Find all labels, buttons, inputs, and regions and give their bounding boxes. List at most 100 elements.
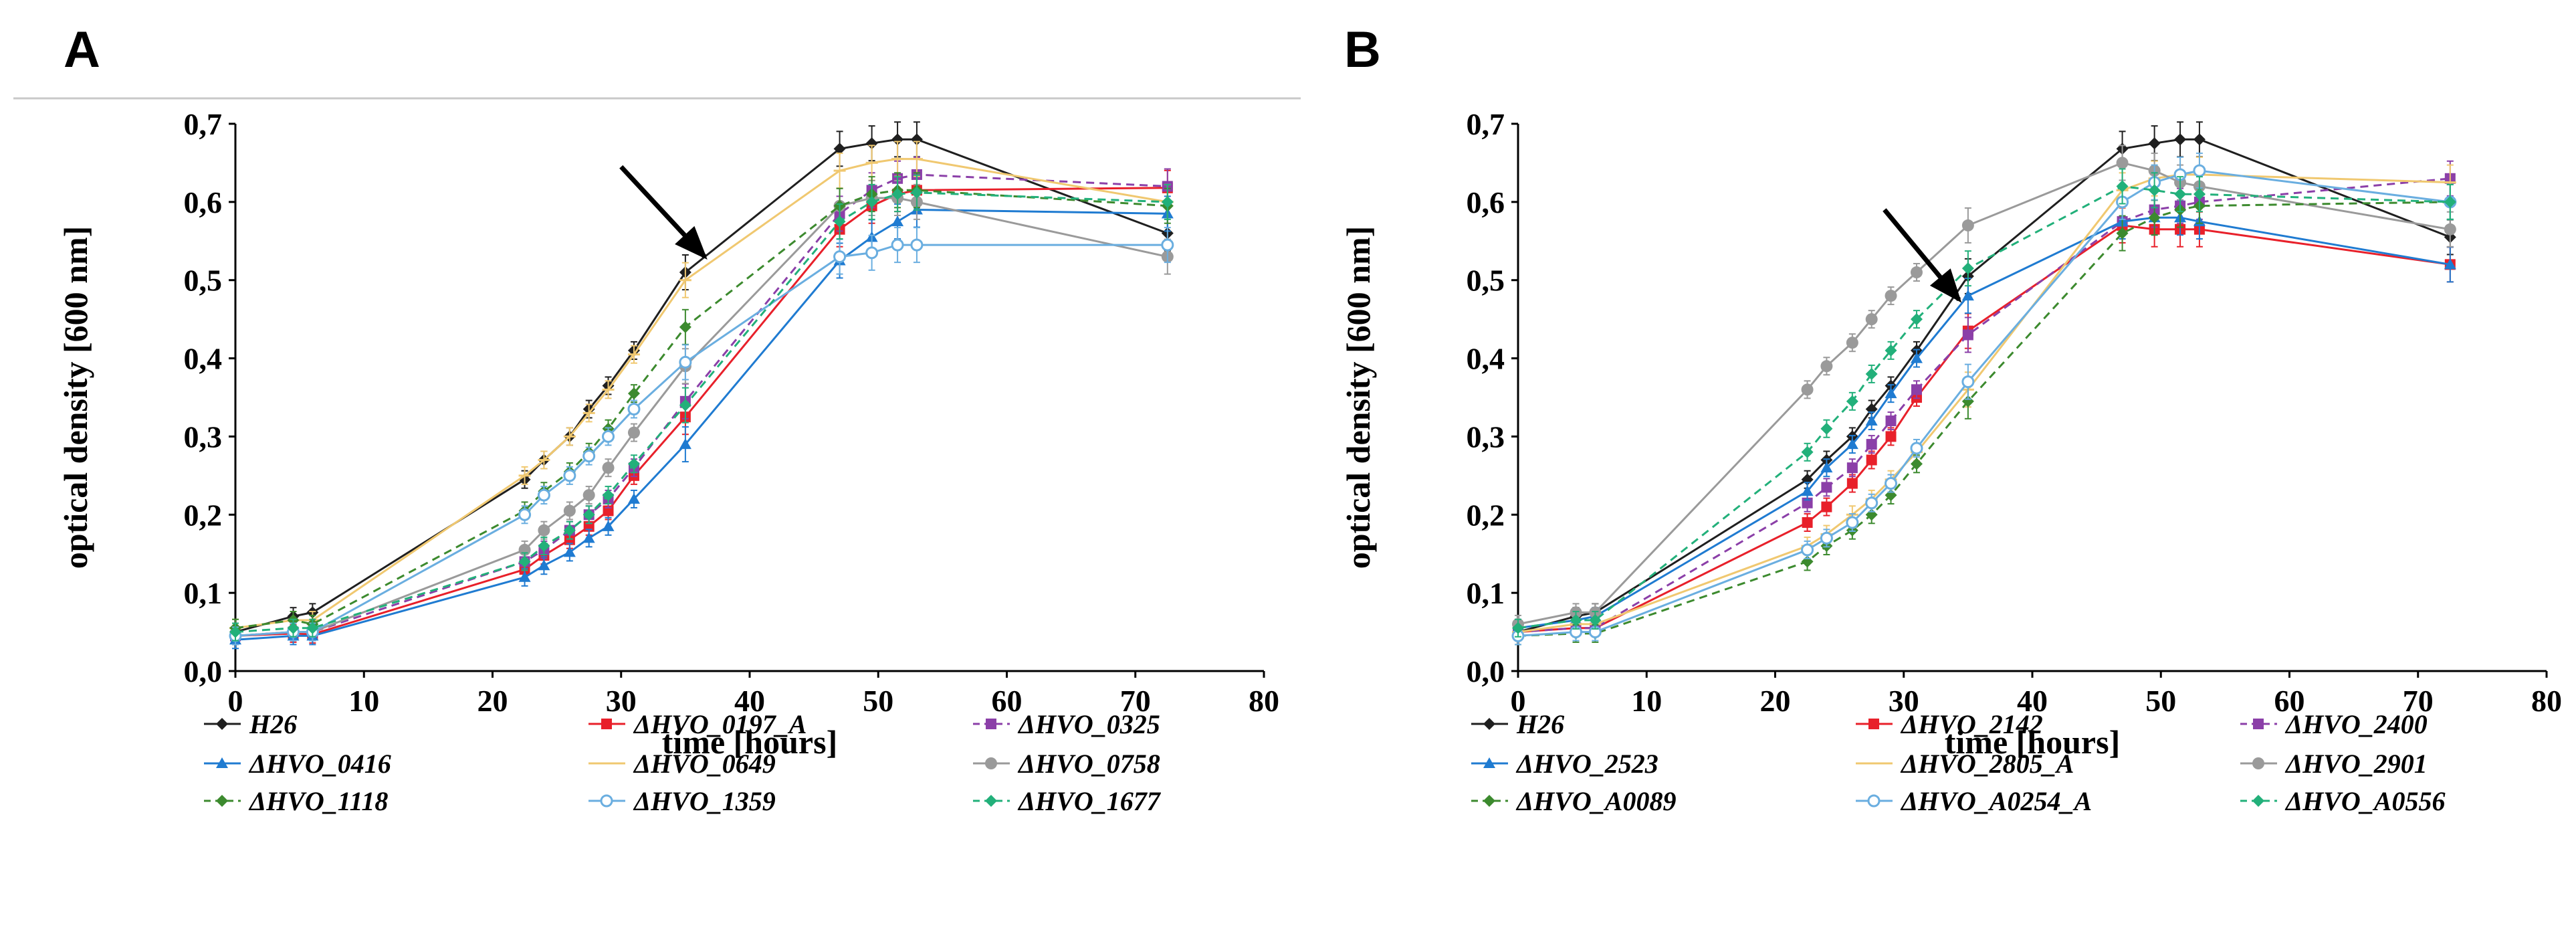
data-point bbox=[679, 355, 692, 369]
data-point bbox=[563, 546, 576, 557]
data-point bbox=[910, 133, 923, 146]
data-point bbox=[2116, 180, 2129, 193]
x-tick-label: 10 bbox=[348, 684, 379, 718]
data-point bbox=[891, 188, 904, 201]
arrow-head bbox=[1929, 268, 1962, 303]
legend-swatch-marker bbox=[985, 795, 997, 807]
legend-label: ΔHVO_2400 bbox=[2284, 709, 2428, 739]
data-point bbox=[229, 626, 241, 638]
data-point bbox=[537, 488, 550, 502]
series-ΔHVO_A0556 bbox=[1512, 168, 2456, 638]
x-tick-label: 50 bbox=[863, 684, 893, 718]
data-point bbox=[1910, 352, 1923, 363]
legend-swatch-marker bbox=[2253, 719, 2264, 729]
data-point bbox=[1866, 439, 1877, 450]
data-point bbox=[1512, 622, 1524, 634]
legend-label: ΔHVO_1118 bbox=[248, 786, 388, 816]
data-point bbox=[1885, 477, 1898, 490]
data-point bbox=[602, 462, 615, 474]
data-point bbox=[891, 133, 904, 146]
data-point bbox=[602, 430, 615, 443]
x-axis-title: time [hours] bbox=[662, 723, 837, 761]
legend-swatch-marker bbox=[1867, 794, 1881, 808]
data-point bbox=[1911, 384, 1922, 395]
data-point bbox=[306, 622, 319, 634]
data-point bbox=[2174, 188, 2187, 201]
data-point bbox=[1961, 262, 1974, 275]
data-point bbox=[833, 143, 846, 155]
data-point bbox=[891, 215, 904, 227]
data-point bbox=[1801, 485, 1814, 496]
data-point bbox=[518, 555, 531, 568]
data-point bbox=[1846, 516, 1859, 529]
data-point bbox=[2174, 133, 2187, 146]
series-ΔHVO_0649 bbox=[229, 140, 1174, 638]
legend-label: H26 bbox=[1516, 709, 1564, 739]
y-tick-label: 0,6 bbox=[184, 185, 223, 219]
series-line bbox=[235, 208, 1168, 641]
data-point bbox=[582, 508, 595, 521]
legend-item: ΔHVO_0325 bbox=[973, 709, 1160, 739]
data-point bbox=[833, 215, 846, 228]
data-point bbox=[1820, 531, 1833, 545]
legend-item: ΔHVO_2523 bbox=[1471, 749, 1658, 779]
series-line bbox=[235, 197, 1168, 637]
data-point bbox=[602, 520, 615, 531]
legend-item: ΔHVO_A0089 bbox=[1471, 786, 1676, 816]
series-line bbox=[1517, 138, 2451, 634]
legend-swatch-marker bbox=[986, 719, 996, 729]
y-tick-label: 0,3 bbox=[184, 419, 223, 454]
data-point bbox=[627, 426, 640, 439]
x-tick-label: 20 bbox=[1760, 684, 1791, 718]
data-point bbox=[1885, 415, 1897, 427]
panel-b: B 0,0 0,1 0,2 0,3 0,4 0,5 0,6 0,7 0 10 20 30 40 50 60 70… bbox=[1339, 21, 2562, 816]
y-tick-label: 0,5 bbox=[184, 264, 223, 298]
data-point bbox=[1821, 501, 1832, 512]
data-point bbox=[833, 250, 847, 264]
data-point bbox=[1910, 313, 1923, 326]
data-point bbox=[538, 540, 550, 553]
legend-swatch-marker bbox=[2252, 795, 2264, 807]
series-ΔHVO_A0254_A bbox=[1511, 153, 2457, 646]
data-point bbox=[1961, 395, 1974, 407]
x-tick-label: 30 bbox=[606, 684, 637, 718]
legend-swatch-marker bbox=[216, 757, 228, 768]
data-point bbox=[2148, 211, 2161, 224]
data-point bbox=[582, 532, 595, 543]
panel-letter: B bbox=[1344, 21, 1381, 78]
data-point bbox=[2148, 137, 2161, 150]
data-point bbox=[2193, 188, 2206, 201]
y-tick-label: 0,2 bbox=[1467, 498, 1505, 532]
legend-item: ΔHVO_1359 bbox=[588, 786, 776, 816]
series-line bbox=[235, 173, 1168, 637]
y-tick-label: 0,4 bbox=[1467, 342, 1505, 376]
x-tick-label: 30 bbox=[1889, 684, 1919, 718]
x-tick-label: 60 bbox=[992, 684, 1023, 718]
data-point bbox=[1801, 543, 1814, 557]
legend-swatch-marker bbox=[601, 719, 612, 729]
data-point bbox=[1885, 387, 1897, 399]
legend-item: ΔHVO_2805_A bbox=[1856, 749, 2074, 779]
data-point bbox=[563, 469, 576, 482]
legend-item: ΔHVO_0197_A bbox=[588, 709, 807, 739]
data-point bbox=[518, 508, 532, 521]
y-tick-label: 0,5 bbox=[1467, 264, 1505, 298]
x-tick-label: 70 bbox=[2403, 684, 2434, 718]
x-tick-label: 80 bbox=[2531, 684, 2562, 718]
data-point bbox=[679, 438, 691, 450]
legend-item: H26 bbox=[1471, 709, 1564, 739]
panel-letter: A bbox=[64, 21, 100, 78]
y-tick-label: 0,6 bbox=[1467, 185, 1505, 219]
data-point bbox=[563, 524, 576, 537]
data-point bbox=[1910, 266, 1923, 279]
data-point bbox=[910, 186, 923, 199]
x-tick-label: 10 bbox=[1631, 684, 1662, 718]
data-point bbox=[1846, 395, 1858, 407]
data-point bbox=[1910, 442, 1923, 455]
data-point bbox=[1570, 614, 1582, 627]
y-tick-label: 0,1 bbox=[184, 576, 223, 610]
data-point bbox=[2193, 133, 2206, 146]
y-axis-title: optical density [600 nm] bbox=[1339, 226, 1377, 569]
data-point bbox=[2148, 184, 2161, 197]
data-point bbox=[1846, 478, 1858, 489]
